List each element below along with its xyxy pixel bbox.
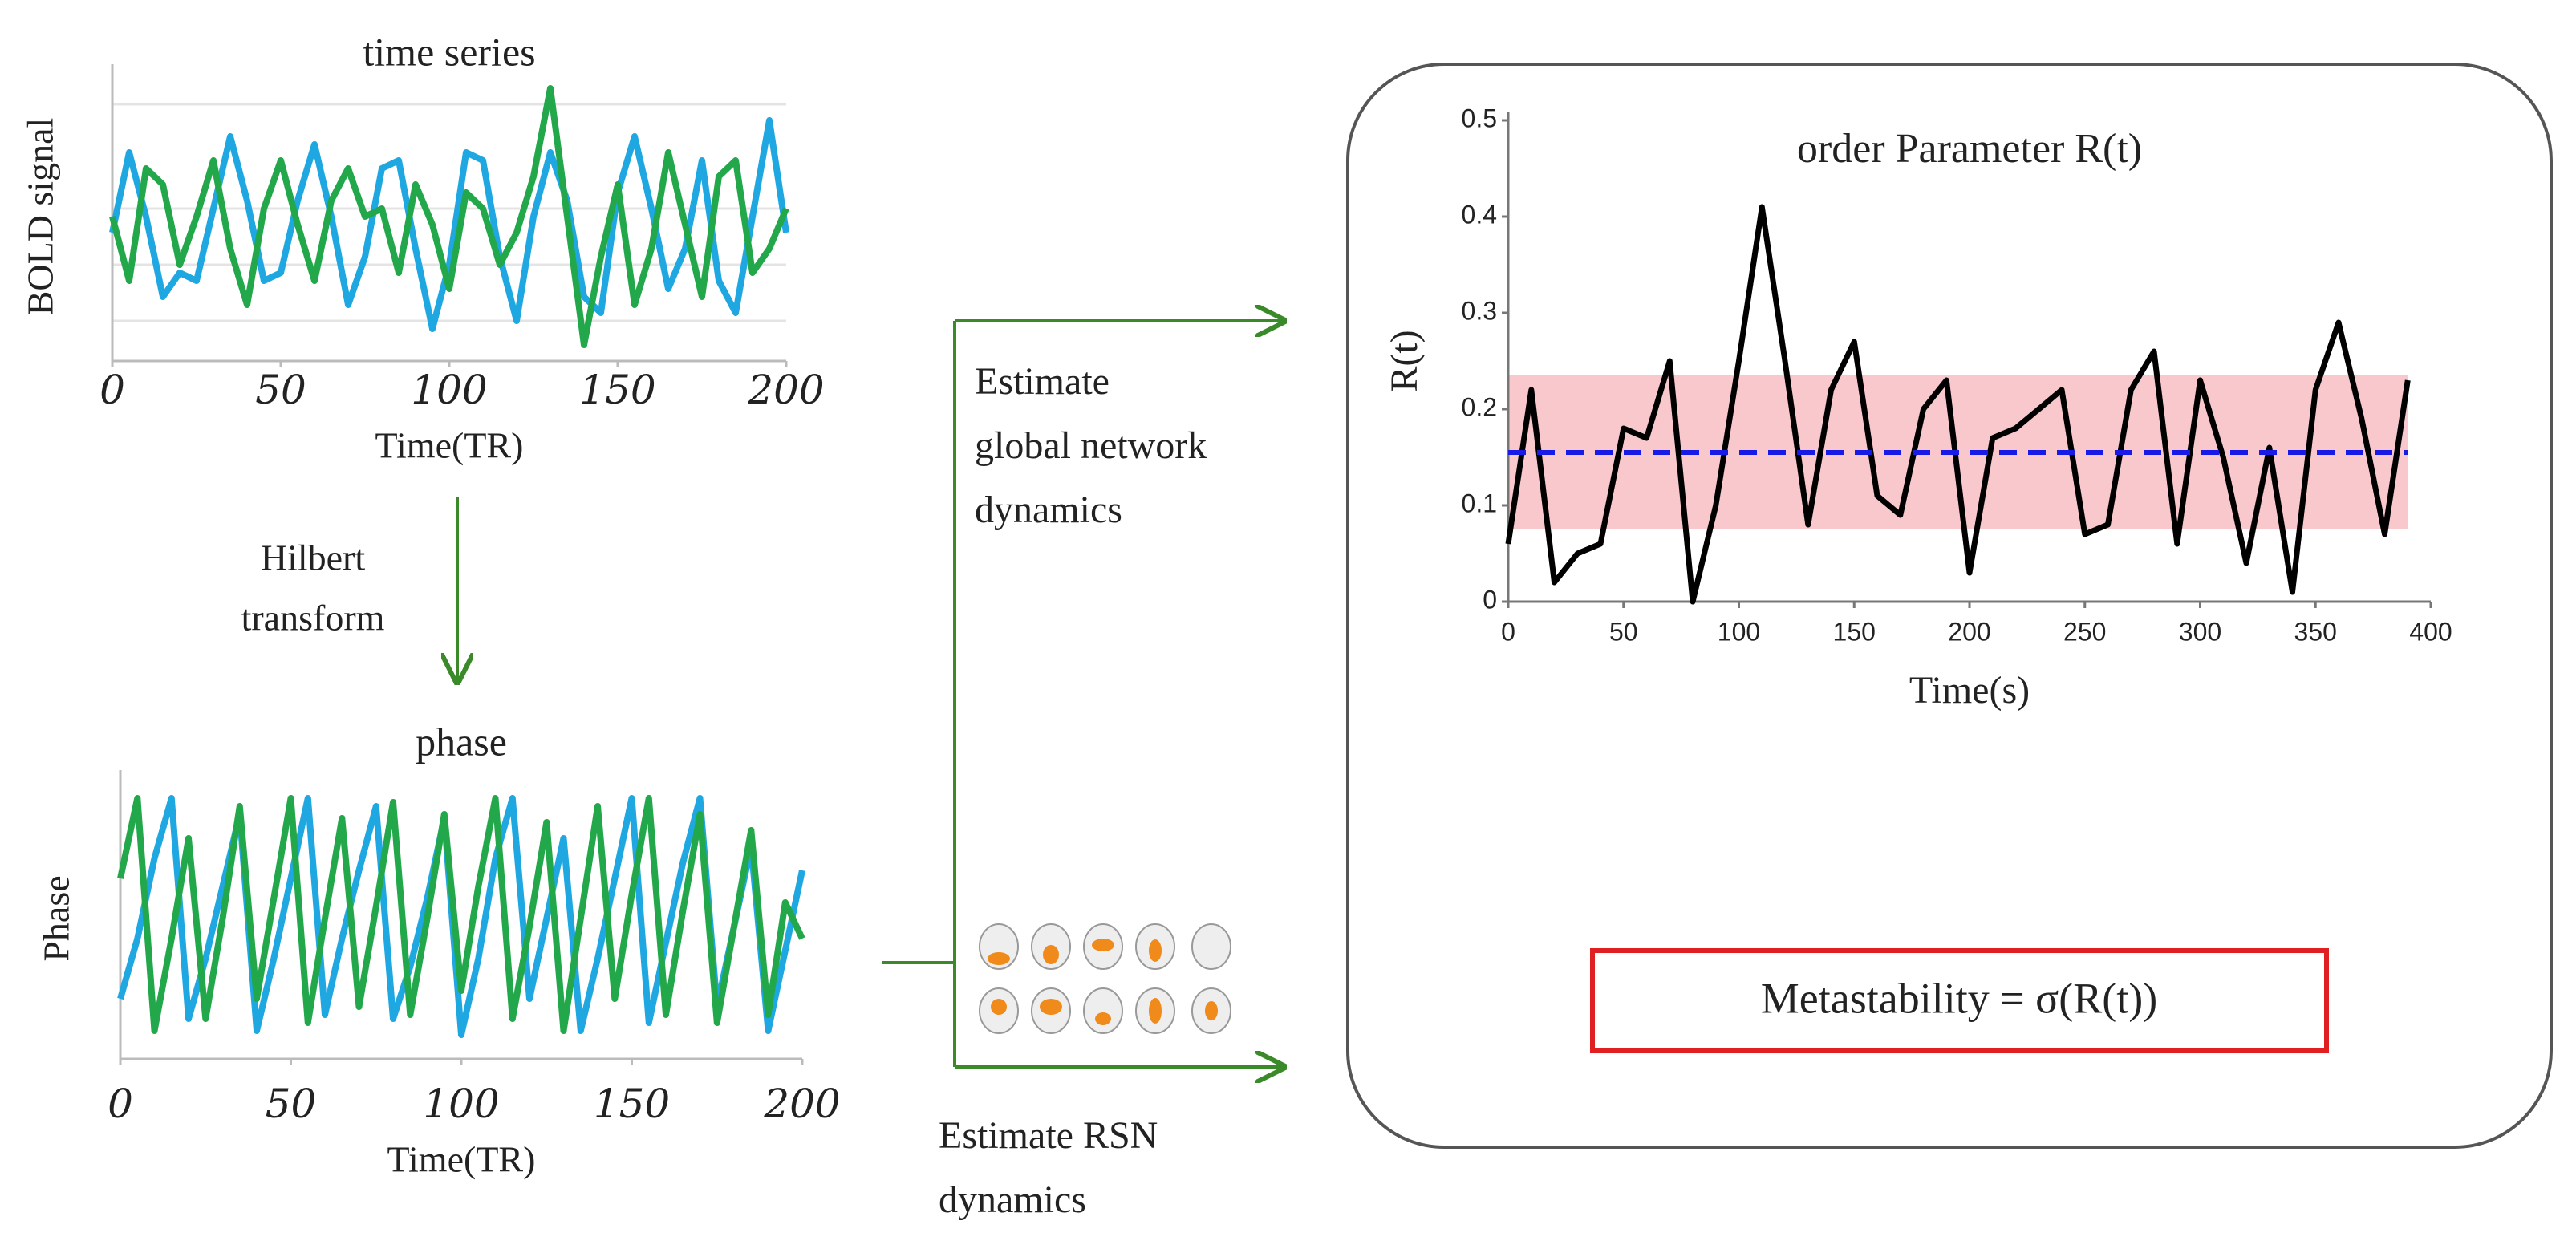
- x-tick-label: 100: [411, 367, 487, 413]
- x-tick-label: 100: [1718, 617, 1760, 646]
- chart-title: phase: [416, 719, 507, 764]
- y-tick-label: 0: [1483, 585, 1497, 614]
- y-tick-label: 0.3: [1462, 296, 1497, 325]
- y-tick-label: 0.2: [1462, 392, 1497, 421]
- y-tick-label: 0.4: [1462, 200, 1497, 229]
- y-tick-label: 0.1: [1462, 489, 1497, 517]
- x-tick-label: 150: [579, 367, 655, 413]
- chart-title: order Parameter R(t): [1797, 126, 2142, 172]
- x-tick-label: 0: [1501, 617, 1515, 646]
- hilbert-label: transform: [241, 598, 385, 639]
- global-label: dynamics: [975, 489, 1122, 531]
- x-tick-label: 0: [108, 1081, 133, 1127]
- y-axis-label: R(t): [1383, 330, 1426, 391]
- x-tick-label: 50: [266, 1081, 317, 1127]
- x-tick-label: 400: [2409, 617, 2452, 646]
- chart-title: time series: [363, 29, 535, 74]
- x-tick-label: 150: [1833, 617, 1876, 646]
- y-axis-label: BOLD signal: [20, 118, 61, 316]
- x-tick-label: 250: [2063, 617, 2106, 646]
- x-tick-label: 300: [2179, 617, 2221, 646]
- y-tick-label: 0.5: [1462, 103, 1497, 132]
- x-tick-label: 200: [1948, 617, 1990, 646]
- rsn-label: Estimate RSN: [939, 1114, 1158, 1157]
- x-tick-label: 50: [255, 367, 306, 413]
- global-label: global network: [975, 424, 1207, 467]
- x-tick-label: 150: [594, 1081, 670, 1127]
- x-tick-label: 350: [2294, 617, 2337, 646]
- x-axis-label: Time(TR): [375, 425, 524, 466]
- x-axis-label: Time(s): [1909, 669, 2030, 712]
- x-tick-label: 50: [1609, 617, 1638, 646]
- y-axis-label: Phase: [36, 875, 77, 961]
- x-tick-label: 200: [747, 367, 824, 413]
- x-tick-label: 200: [763, 1081, 840, 1127]
- x-tick-label: 0: [99, 367, 125, 413]
- metastability-label: Metastability = σ(R(t)): [1761, 974, 2157, 1022]
- diagram: Hilbert transform Estimate global networ…: [0, 0, 2576, 1245]
- global-label: Estimate: [975, 360, 1110, 403]
- x-tick-label: 100: [423, 1081, 499, 1127]
- rsn-label: dynamics: [939, 1178, 1086, 1221]
- hilbert-label: Hilbert: [261, 537, 366, 578]
- x-axis-label: Time(TR): [387, 1139, 536, 1180]
